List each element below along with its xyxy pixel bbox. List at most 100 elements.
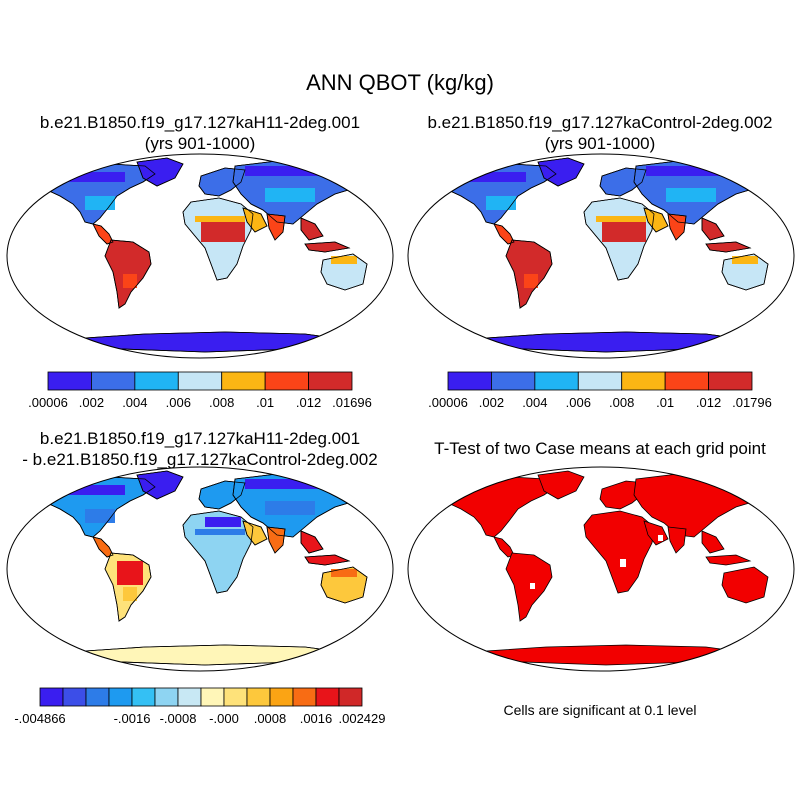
colorbar-tick-label: .002429: [339, 711, 386, 726]
coast-centralAm: [92, 223, 114, 245]
coast-southAmerica: [104, 552, 152, 622]
colorbar-swatch: [221, 371, 266, 391]
coast-africa: [182, 197, 254, 281]
band-sahara: [606, 204, 642, 214]
band-sahel: [195, 216, 245, 222]
land-india: [667, 526, 687, 554]
map-bottom-left: [6, 466, 394, 672]
coast-northAmerica: [44, 163, 156, 225]
coast-europe: [599, 167, 647, 197]
band-us: [85, 509, 115, 523]
panel-title-top-left: b.e21.B1850.f19_g17.127kaH11-2deg.001 (y…: [0, 112, 400, 154]
band-sahara: [205, 204, 241, 214]
colorbar-tick-label: .002: [79, 395, 104, 410]
band-us: [85, 196, 115, 210]
band-australia-north: [331, 256, 357, 264]
band-sahara: [205, 517, 241, 527]
band-sahel: [596, 216, 646, 222]
band-siberia-high: [245, 166, 345, 176]
colorbar-tick-label: .01: [256, 395, 274, 410]
map-top-left: [6, 153, 394, 359]
colorbar-swatch: [177, 687, 202, 707]
band-south-america-mid: [123, 587, 137, 601]
band-south-america-mid: [524, 274, 538, 288]
significance-note: Cells are significant at 0.1 level: [503, 702, 697, 718]
nonsig-cell: [620, 559, 626, 567]
coast-africa: [583, 197, 655, 281]
coast-greenland: [136, 157, 184, 187]
coast-australia: [320, 566, 368, 604]
nonsig-cell: [518, 515, 524, 521]
colorbar-tick-label: .008: [609, 395, 634, 410]
colorbar-tick-label: .012: [296, 395, 321, 410]
map-border: [6, 466, 394, 672]
band-north-high: [65, 172, 125, 182]
coast-australia: [721, 253, 769, 291]
colorbar-tick-label: .004: [122, 395, 147, 410]
colorbar-tick-label: .01796: [732, 395, 772, 410]
colorbar-tick-label: .006: [166, 395, 191, 410]
panel-title-bottom-left-line1: b.e21.B1850.f19_g17.127kaH11-2deg.001: [39, 429, 361, 448]
colorbar-tick-label: .012: [696, 395, 721, 410]
band-central-africa: [201, 535, 245, 555]
colorbar-swatch: [338, 687, 363, 707]
coast-india: [266, 526, 286, 554]
band-central-africa: [602, 222, 646, 242]
coast-arabia: [242, 520, 268, 546]
colorbar-swatch: [269, 687, 294, 707]
panel-title-top-right-line2: (yrs 901-1000): [544, 134, 656, 153]
nonsig-cell: [530, 583, 535, 589]
colorbar-tick-label: -.0016: [114, 711, 151, 726]
coast-greenland: [136, 470, 184, 500]
band-australia-north: [331, 569, 357, 577]
colorbar-swatch: [664, 371, 709, 391]
colorbar-top-left: .00006 .002 .004 .006 .008 .01 .012 .01696: [28, 371, 372, 410]
colorbar-tick-label: .0008: [254, 711, 287, 726]
coast-indonesia: [304, 554, 351, 566]
land-indonesia: [705, 554, 752, 566]
colorbar-tick-label: .00006: [28, 395, 68, 410]
colorbar-swatch: [154, 687, 179, 707]
coast-europe: [198, 480, 246, 510]
panel-title-bottom-left-line2: - b.e21.B1850.f19_g17.127kaControl-2deg.…: [22, 450, 378, 469]
colorbar-swatch: [39, 687, 64, 707]
coast-southAmerica: [505, 239, 553, 309]
panel-title-top-left-line2: (yrs 901-1000): [144, 134, 256, 153]
coast-southAmerica: [104, 239, 152, 309]
colorbar-top-right: .00006 .002 .004 .006 .008 .01 .012 .01796: [428, 371, 772, 410]
coast-arabia: [643, 207, 669, 233]
band-central-asia: [265, 501, 315, 515]
coast-centralAm: [493, 223, 515, 245]
colorbar-tick-label: .002: [479, 395, 504, 410]
colorbar-swatch: [177, 371, 223, 391]
colorbar-tick-label: -.0008: [160, 711, 197, 726]
colorbar-tick-label: .00006: [428, 395, 468, 410]
band-siberia-high: [646, 166, 746, 176]
colorbar-swatch: [621, 371, 666, 391]
colorbar-swatch: [47, 371, 92, 391]
nonsig-cell: [658, 535, 663, 541]
band-us: [486, 196, 516, 210]
band-australia-north: [732, 256, 758, 264]
coast-india: [667, 213, 687, 241]
coast-indonesia: [304, 241, 351, 253]
coast-africa: [182, 510, 254, 594]
colorbar-tick-label: .006: [566, 395, 591, 410]
colorbar-swatch: [134, 371, 179, 391]
map-bottom-right: [407, 466, 795, 672]
coast-india: [266, 213, 286, 241]
colorbar-tick-label: .008: [209, 395, 234, 410]
colorbar-tick-label: -.004866: [14, 711, 65, 726]
colorbar-swatch: [91, 371, 136, 391]
panel-title-bottom-left: b.e21.B1850.f19_g17.127kaH11-2deg.001 - …: [0, 428, 400, 470]
band-amazon: [518, 248, 544, 272]
colorbar-tick-label: .01696: [332, 395, 372, 410]
colorbar-swatch: [534, 371, 579, 391]
panel-title-top-left-line1: b.e21.B1850.f19_g17.127kaH11-2deg.001: [39, 113, 361, 132]
band-central-asia: [265, 188, 315, 202]
band-siberia-high: [245, 479, 345, 489]
coast-seAsia: [701, 217, 725, 241]
colorbar-swatch: [223, 687, 248, 707]
panel-title-top-right: b.e21.B1850.f19_g17.127kaControl-2deg.00…: [400, 112, 800, 154]
colorbar-tick-label: -.000: [209, 711, 239, 726]
